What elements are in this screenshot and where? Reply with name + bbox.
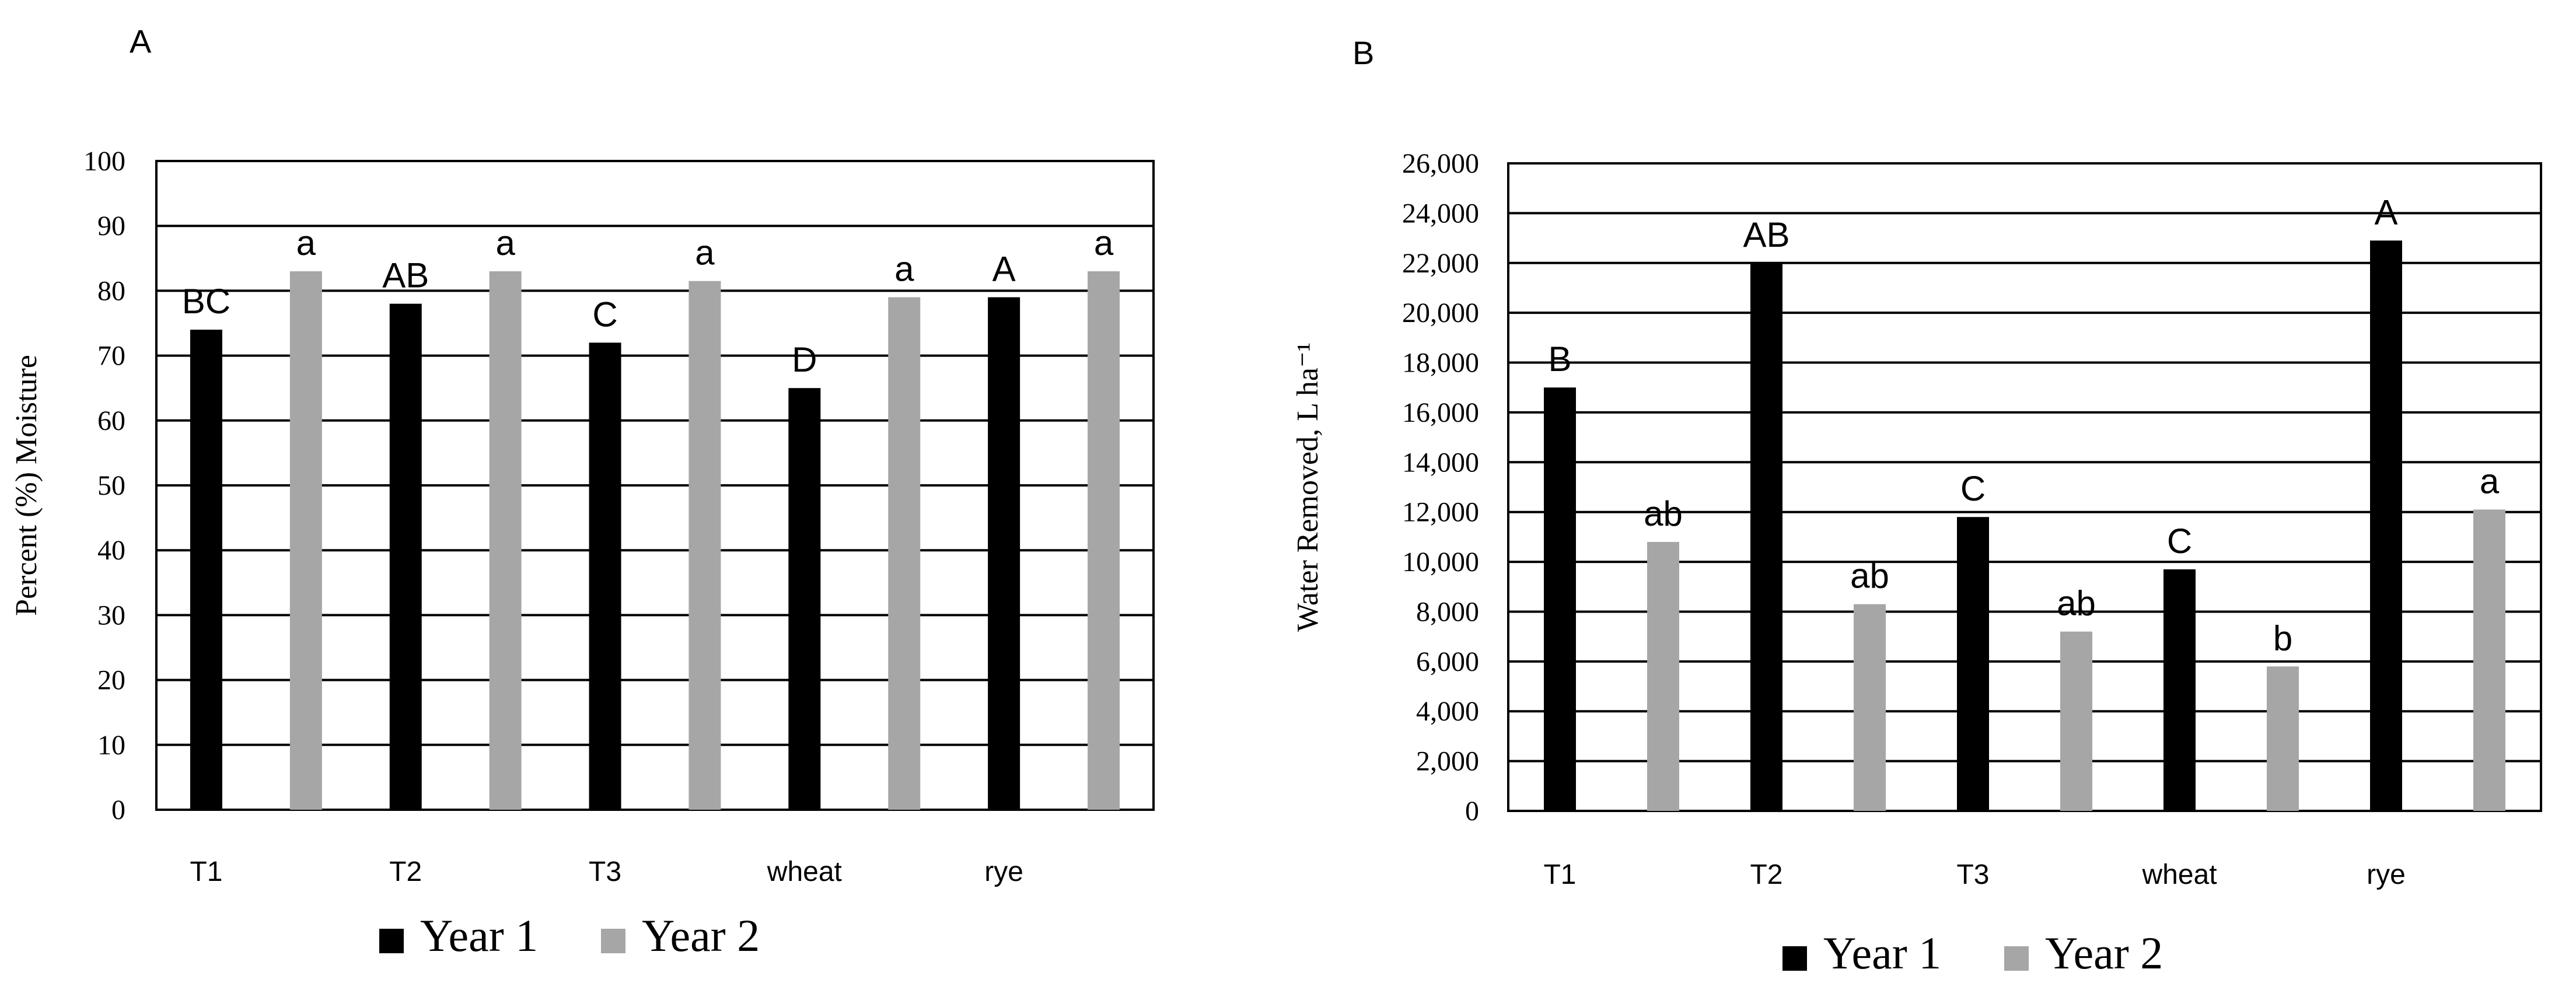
panel-b-category-label: wheat bbox=[2141, 859, 2217, 890]
panel-a-y-tick-label: 70 bbox=[97, 341, 125, 372]
panel-b-y-tick-label: 24,000 bbox=[1402, 198, 1479, 229]
panel-b-y-tick-label: 20,000 bbox=[1402, 298, 1479, 328]
panel-a-bar-year1 bbox=[788, 388, 821, 810]
panel-b-significance-label: C bbox=[1960, 469, 1986, 508]
panel-a-bar-year1 bbox=[589, 342, 621, 810]
panel-b-bar-year2 bbox=[2267, 666, 2299, 811]
panel-a-y-tick-label: 20 bbox=[97, 665, 125, 696]
panel-a-bar-year2 bbox=[888, 297, 921, 810]
panel-b-significance-label: ab bbox=[2057, 584, 2096, 623]
panel-a-y-tick-label: 10 bbox=[97, 730, 125, 761]
panel-a-bar-year2 bbox=[489, 271, 522, 810]
panel-a-y-axis-title: Percent (%) Moisture bbox=[10, 355, 43, 616]
panel-a-y-tick-label: 100 bbox=[83, 146, 125, 177]
panel-b-significance-label: a bbox=[2480, 461, 2500, 501]
panel-b-category-label: rye bbox=[2367, 859, 2406, 890]
panel-b-bar-year2 bbox=[1647, 541, 1679, 811]
panel-b-significance-label: ab bbox=[1644, 494, 1683, 533]
panel-b-significance-label: AB bbox=[1743, 215, 1789, 254]
panel-a-y-tick-label: 30 bbox=[97, 600, 125, 631]
panel-b: B 0 2,000 4,000 6,000 8,000 10,000 12,000 14,00… bbox=[1291, 34, 2542, 978]
panel-a-category-label: T1 bbox=[190, 856, 222, 887]
panel-a-significance-label: C bbox=[592, 295, 617, 334]
panel-a-category-label: T3 bbox=[589, 856, 621, 887]
panel-b-bar-year1 bbox=[2163, 569, 2196, 811]
panel-a-y-tick-label: 50 bbox=[97, 470, 125, 501]
panel-a: A 0 10 20 30 40 50 60 70 80 90 100 Percent (%) Mois… bbox=[10, 23, 1155, 961]
panel-a-bar-year2 bbox=[289, 271, 322, 810]
panel-a-significance-label: a bbox=[1094, 223, 1114, 263]
panel-b-y-axis-title: Water Removed, L ha⁻¹ bbox=[1291, 342, 1324, 632]
panel-a-bar-year1 bbox=[389, 303, 422, 810]
panel-a-category-label: rye bbox=[984, 856, 1023, 887]
panel-a-category-label: wheat bbox=[767, 856, 842, 887]
panel-a-significance-label: A bbox=[992, 250, 1016, 289]
panel-a-significance-label: a bbox=[894, 250, 914, 289]
panel-b-y-tick-label: 16,000 bbox=[1402, 397, 1479, 428]
panel-a-significance-label: a bbox=[296, 223, 316, 263]
panel-b-bar-year2 bbox=[1854, 604, 1886, 811]
panel-a-bar-year1 bbox=[988, 297, 1020, 810]
panel-b-letter: B bbox=[1352, 34, 1374, 71]
panel-a-plot-frame bbox=[155, 160, 1155, 811]
panel-a-significance-label: a bbox=[495, 223, 515, 263]
panel-b-y-tick-label: 10,000 bbox=[1402, 547, 1479, 578]
panel-b-y-tick-label: 12,000 bbox=[1402, 497, 1479, 528]
panel-a-significance-label: a bbox=[695, 233, 715, 272]
panel-b-significance-label: B bbox=[1548, 340, 1571, 379]
panel-b-bar-year1 bbox=[1750, 263, 1782, 811]
panel-a-legend-swatch bbox=[601, 929, 625, 953]
panel-b-y-tick-label: 8,000 bbox=[1416, 596, 1479, 627]
panel-a-bar-year1 bbox=[190, 330, 222, 810]
panel-a-significance-label: AB bbox=[382, 256, 429, 295]
panel-b-y-tick-label: 22,000 bbox=[1402, 248, 1479, 279]
panel-a-legend-label: Year 1 bbox=[420, 910, 538, 961]
panel-b-bar-year1 bbox=[1544, 387, 1576, 811]
panel-a-y-tick-label: 60 bbox=[97, 405, 125, 436]
panel-b-bar-year1 bbox=[1957, 517, 1989, 811]
panel-a-letter: A bbox=[130, 23, 152, 60]
panel-b-plot-frame bbox=[1507, 162, 2542, 812]
panel-a-category-label: T2 bbox=[389, 856, 422, 887]
panel-a-y-tick-label: 40 bbox=[97, 535, 125, 566]
panel-a-significance-label: BC bbox=[182, 282, 230, 321]
panel-b-bar-year1 bbox=[2370, 240, 2402, 811]
panel-a-significance-label: D bbox=[792, 340, 817, 379]
panel-b-significance-label: A bbox=[2374, 193, 2397, 232]
panel-a-y-tick-label: 80 bbox=[97, 275, 125, 306]
panel-b-bar-year2 bbox=[2060, 631, 2092, 811]
panel-b-legend-swatch bbox=[2004, 946, 2029, 971]
panel-b-y-tick-label: 6,000 bbox=[1416, 646, 1479, 677]
panel-b-legend-label: Year 1 bbox=[1823, 928, 1941, 978]
panel-b-y-tick-label: 18,000 bbox=[1402, 348, 1479, 379]
panel-a-legend-swatch bbox=[379, 929, 404, 953]
panel-b-legend-swatch bbox=[1782, 946, 1807, 971]
panel-b-y-tick-label: 0 bbox=[1465, 796, 1479, 827]
panel-b-y-tick-label: 14,000 bbox=[1402, 447, 1479, 478]
panel-a-bar-year2 bbox=[1088, 271, 1120, 810]
panel-b-y-tick-label: 26,000 bbox=[1402, 148, 1479, 179]
panel-b-significance-label: C bbox=[2167, 522, 2192, 561]
panel-b-bar-year2 bbox=[2473, 509, 2505, 811]
panel-b-y-tick-label: 2,000 bbox=[1416, 746, 1479, 777]
panel-b-category-label: T1 bbox=[1543, 859, 1576, 890]
panel-b-legend-label: Year 2 bbox=[2045, 928, 2163, 978]
panel-a-legend-label: Year 2 bbox=[642, 910, 760, 961]
panel-b-category-label: T2 bbox=[1750, 859, 1782, 890]
panel-b-y-tick-label: 4,000 bbox=[1416, 696, 1479, 727]
panel-a-y-tick-label: 90 bbox=[97, 211, 125, 242]
panel-b-category-label: T3 bbox=[1956, 859, 1989, 890]
panel-b-significance-label: ab bbox=[1850, 557, 1889, 596]
panel-b-significance-label: b bbox=[2273, 618, 2292, 657]
panel-a-bar-year2 bbox=[688, 281, 721, 810]
panel-a-y-tick-label: 0 bbox=[111, 795, 125, 825]
